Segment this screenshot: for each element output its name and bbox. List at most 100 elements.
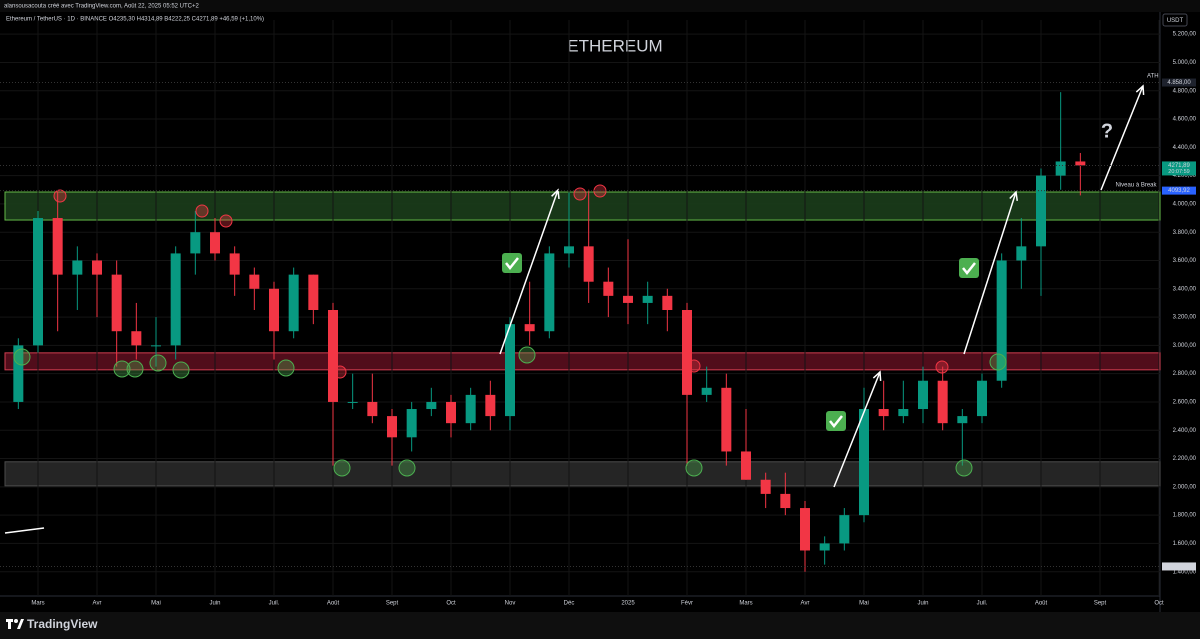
credit: alansousacouta créé avec TradingView.com…: [4, 4, 200, 10]
candle-body: [13, 345, 24, 402]
candle-body: [583, 246, 594, 282]
touch-circle: [53, 189, 67, 203]
price-label-sub: 20:07:59: [1168, 169, 1189, 175]
y-tick-label: 2.400,00: [1173, 428, 1197, 434]
y-tick-label: 1.600,00: [1173, 541, 1197, 547]
y-tick-label: 1.400,00: [1173, 569, 1197, 575]
candle-body: [741, 451, 751, 480]
y-tick-label: 3.200,00: [1173, 315, 1197, 321]
y-tick-label: 1.800,00: [1173, 513, 1197, 519]
candle-body: [72, 260, 83, 275]
trend-line: [4, 527, 45, 534]
candle-body: [859, 409, 869, 516]
candle-body: [347, 401, 358, 403]
y-tick-label: 4.200,00: [1173, 173, 1197, 179]
y-tick-label: 2.000,00: [1173, 484, 1197, 490]
candle-body: [721, 387, 732, 452]
candle-body: [328, 310, 338, 402]
annotation: Niveau à Break: [1115, 183, 1157, 189]
candle-body: [623, 295, 633, 303]
x-tick-label: Juil.: [269, 601, 280, 607]
check-box: [502, 253, 522, 273]
y-tick-label: 3.400,00: [1173, 286, 1197, 292]
candle-body: [288, 274, 299, 332]
candle-body: [33, 218, 43, 346]
touch-circle: [333, 459, 351, 477]
candle-body: [603, 281, 614, 296]
arrow-head: [872, 370, 882, 382]
x-tick-label: Sept: [386, 601, 399, 607]
y-tick-label: 3.600,00: [1173, 258, 1197, 264]
candle-body: [92, 260, 102, 275]
y-tick-label: 2.800,00: [1173, 371, 1197, 377]
candle-body: [190, 232, 201, 254]
symbol-info: Ethereum / TetherUS · 1D · BINANCE O4235…: [6, 17, 264, 23]
candle-body: [426, 401, 437, 410]
y-tick-label: 4.000,00: [1173, 201, 1197, 207]
check: [962, 262, 976, 276]
candle-body: [800, 508, 810, 551]
touch-circle: [518, 346, 536, 364]
candle-body: [977, 380, 987, 417]
touch-circle: [955, 459, 973, 477]
arrow: [1100, 85, 1144, 191]
x-tick-label: Mai: [859, 601, 869, 607]
candle-body: [918, 380, 928, 410]
candle-body: [760, 479, 771, 494]
annotation: ?: [1101, 120, 1113, 142]
candle-body: [819, 543, 830, 551]
x-tick-label: Mars: [31, 601, 44, 607]
candle-body: [957, 416, 968, 424]
x-tick-label: Mars: [739, 601, 752, 607]
x-tick-label: Mai: [151, 601, 161, 607]
candle-body: [465, 394, 476, 424]
check-box: [959, 258, 979, 278]
price-label-box: [1162, 161, 1196, 176]
check: [505, 257, 519, 271]
candle-body: [406, 409, 417, 438]
price-label-box: [1162, 78, 1196, 87]
y-tick-label: 4.800,00: [1173, 88, 1197, 94]
x-tick-label: 2025: [621, 601, 635, 607]
touch-circle: [685, 459, 703, 477]
zone: [4, 461, 1161, 487]
x-tick-label: Avr: [801, 601, 810, 607]
arrow-head: [1135, 84, 1145, 96]
candle-body: [485, 394, 496, 417]
x-tick-label: Févr: [681, 601, 693, 607]
x-tick-label: Déc: [564, 601, 575, 607]
touch-circle: [126, 360, 144, 378]
touch-circle: [149, 354, 167, 372]
candle-body: [682, 310, 692, 395]
x-tick-label: Juin: [209, 601, 220, 607]
x-tick-label: Nov: [505, 601, 516, 607]
price-label-box: [1162, 186, 1196, 195]
touch-circle: [13, 348, 31, 366]
x-tick-label: Oct: [1154, 601, 1164, 607]
arrow-head: [1009, 190, 1018, 202]
brand: TradingView: [27, 617, 98, 631]
currency: USDT: [1167, 18, 1184, 24]
touch-circle: [219, 214, 233, 228]
candle-body: [249, 274, 260, 289]
candle-body: [701, 387, 712, 395]
touch-circle: [172, 361, 190, 379]
x-tick-label: Juil.: [977, 601, 988, 607]
y-tick-label: 4.400,00: [1173, 145, 1197, 151]
currency-box[interactable]: [1162, 13, 1188, 27]
touch-circle: [113, 360, 131, 378]
candle-body: [780, 493, 791, 509]
candle-body: [52, 218, 63, 275]
candle-body: [131, 331, 142, 346]
candle-body: [111, 274, 122, 332]
candle-body: [1036, 175, 1046, 247]
candle-body: [367, 401, 378, 417]
candle-body: [269, 288, 279, 332]
candle-body: [564, 246, 574, 254]
y-tick-label: 3.000,00: [1173, 343, 1197, 349]
arrow: [963, 191, 1017, 355]
touch-circle: [573, 187, 587, 201]
candle-body: [662, 295, 673, 310]
chart-title: ETHEREUM: [567, 36, 662, 55]
candle-body: [524, 324, 535, 332]
